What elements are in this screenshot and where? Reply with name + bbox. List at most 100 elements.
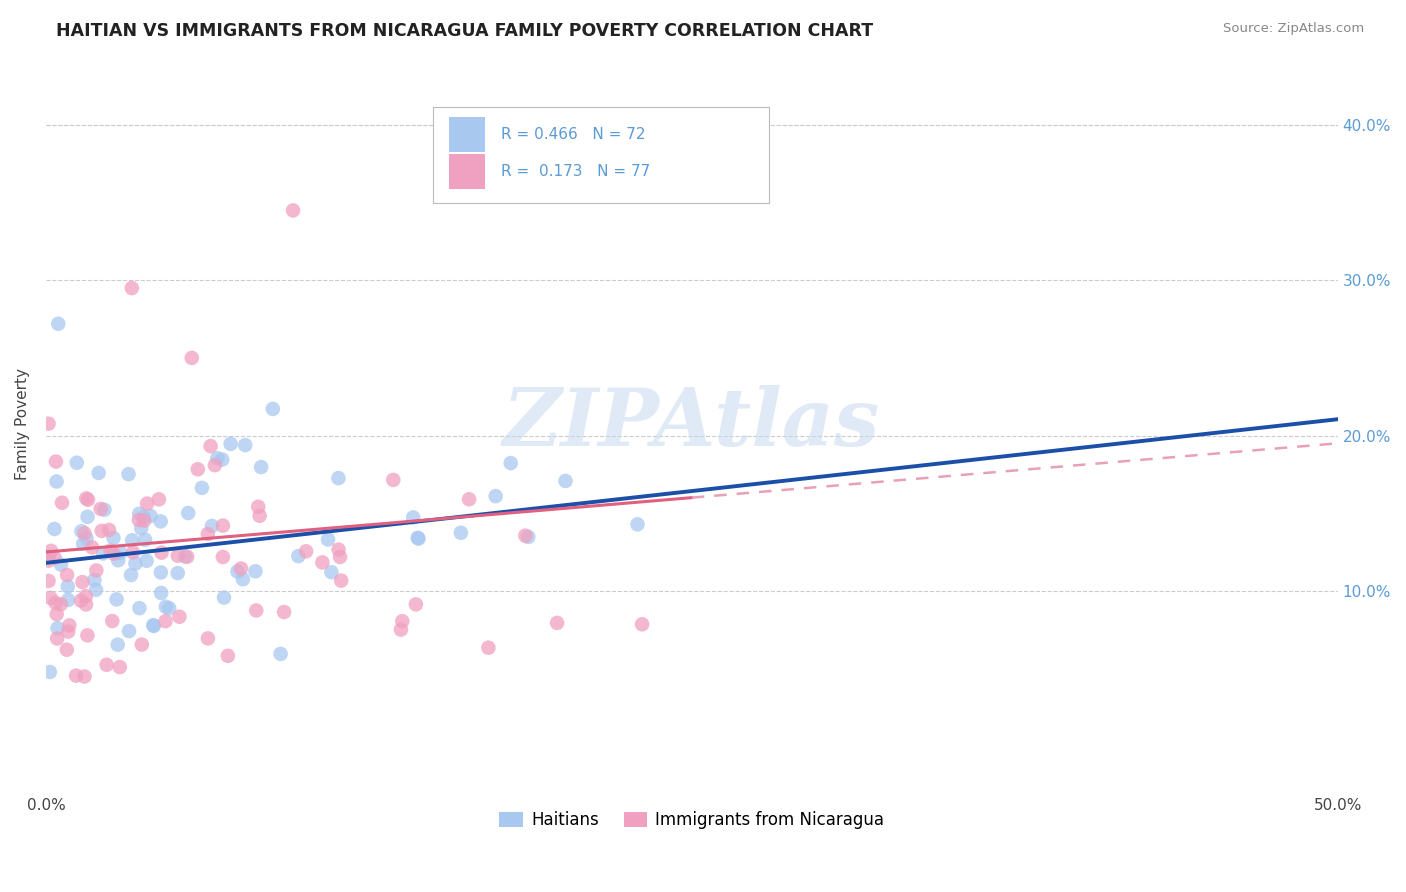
Point [157,601,180,615]
Point [136,497,159,511]
Point [142,618,165,632]
Point [76,628,98,642]
Point [328,542,350,557]
Point [273,605,295,619]
Point [76,532,98,546]
Point [132,510,155,524]
Point [212,518,235,533]
Point [120,568,142,582]
Point [391,614,413,628]
Point [129,521,152,535]
Point [281,203,304,218]
Point [49,598,72,612]
Point [75,491,97,506]
Point [197,527,219,541]
Point [311,556,333,570]
Point [245,603,267,617]
Point [226,565,249,579]
Point [58,618,80,632]
Text: R =  0.173   N = 77: R = 0.173 N = 77 [501,164,650,179]
Point [49,558,72,572]
Point [77,492,100,507]
Text: R = 0.466   N = 72: R = 0.466 N = 72 [501,128,645,143]
Point [149,515,172,529]
Point [321,565,343,579]
Point [174,549,197,564]
Point [44,550,66,565]
Point [134,514,156,528]
Point [197,632,219,646]
Point [91,546,114,560]
Point [128,507,150,521]
Point [46,621,69,635]
Point [117,467,139,482]
Legend: Haitians, Immigrants from Nicaragua: Haitians, Immigrants from Nicaragua [492,805,891,836]
Point [100,543,122,558]
Point [207,451,229,466]
Point [83,573,105,587]
Point [134,533,156,547]
Point [382,473,405,487]
Point [72,537,94,551]
Point [406,531,429,545]
Point [328,471,350,485]
Point [245,564,267,578]
Point [191,481,214,495]
Point [450,525,472,540]
Point [149,566,172,580]
FancyBboxPatch shape [449,117,485,153]
Point [631,617,654,632]
Point [176,549,198,564]
Point [124,557,146,571]
Point [139,508,162,523]
Point [204,458,226,472]
Point [150,546,173,560]
Y-axis label: Family Poverty: Family Poverty [15,368,30,480]
Point [39,591,62,605]
Point [45,607,67,621]
Point [38,574,60,588]
Point [56,642,79,657]
Point [201,519,224,533]
Point [107,553,129,567]
Point [66,456,89,470]
Text: HAITIAN VS IMMIGRANTS FROM NICARAGUA FAMILY POVERTY CORRELATION CHART: HAITIAN VS IMMIGRANTS FROM NICARAGUA FAM… [56,22,873,40]
Point [38,417,60,431]
Point [408,532,430,546]
Point [93,502,115,516]
Text: ZIPAtlas: ZIPAtlas [503,385,880,463]
Point [98,523,121,537]
Point [86,563,108,577]
Point [58,624,80,639]
Point [76,509,98,524]
Point [110,546,132,560]
Point [103,531,125,545]
Point [217,648,239,663]
Point [247,500,270,514]
Point [65,668,87,682]
Point [121,533,143,548]
Point [477,640,499,655]
Point [295,544,318,558]
Point [169,609,191,624]
Point [166,549,188,563]
Point [70,593,93,607]
Point [233,438,256,452]
Point [90,524,112,538]
Point [39,544,62,558]
Point [219,437,242,451]
Point [200,439,222,453]
Point [56,568,79,582]
Point [517,530,540,544]
Point [177,506,200,520]
Point [270,647,292,661]
Point [316,533,339,547]
Point [142,619,165,633]
Point [458,492,481,507]
Point [96,657,118,672]
Point [75,589,97,603]
Point [38,553,60,567]
Point [515,529,537,543]
Point [84,582,107,597]
Point [389,623,412,637]
